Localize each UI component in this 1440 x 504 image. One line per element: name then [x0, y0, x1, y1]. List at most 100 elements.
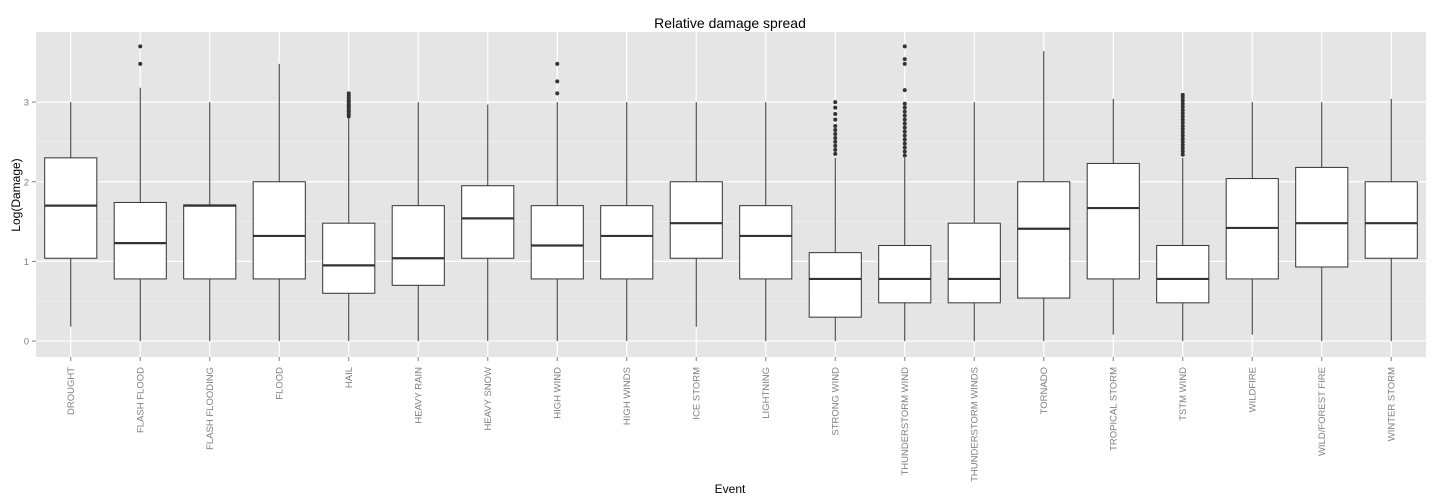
- outlier-point: [1180, 127, 1185, 132]
- outlier-point: [138, 44, 143, 49]
- box-group: [1086, 98, 1140, 335]
- box-group: [1295, 102, 1349, 342]
- x-tick-label: WILDFIRE: [1247, 367, 1258, 412]
- box: [44, 157, 98, 259]
- outlier-point: [833, 135, 838, 140]
- x-axis-title: Event: [715, 482, 746, 496]
- outlier-point: [346, 91, 351, 96]
- x-tick-label: WILD/FOREST FIRE: [1317, 367, 1328, 456]
- box: [461, 185, 515, 259]
- outlier-point: [1180, 143, 1185, 148]
- box-group: [530, 61, 584, 342]
- outlier-point: [833, 147, 838, 152]
- outlier-point: [833, 131, 838, 136]
- outlier-point: [902, 61, 907, 66]
- outlier-point: [555, 61, 560, 66]
- outlier-point: [1180, 114, 1185, 119]
- outlier-point: [902, 44, 907, 49]
- outlier-point: [1180, 139, 1185, 144]
- outlier-point: [833, 117, 838, 122]
- outlier-point: [902, 113, 907, 118]
- outlier-point: [555, 91, 560, 96]
- box: [530, 205, 584, 280]
- box: [183, 204, 237, 280]
- x-tick-label: DROUGHT: [66, 367, 77, 415]
- outlier-point: [833, 100, 838, 105]
- outlier-point: [1180, 152, 1185, 157]
- box: [669, 181, 723, 259]
- box: [113, 201, 167, 280]
- x-tick-label: FLOOD: [274, 367, 285, 400]
- outlier-point: [1180, 117, 1185, 122]
- box-group: [878, 44, 932, 342]
- outlier-point: [902, 133, 907, 138]
- box: [1156, 244, 1210, 304]
- outlier-point: [902, 117, 907, 122]
- outlier-point: [902, 57, 907, 62]
- box-group: [808, 100, 862, 342]
- box-group: [391, 102, 445, 342]
- panel-background: [36, 32, 1426, 357]
- x-tick-label: HIGH WINDS: [622, 367, 633, 425]
- outlier-point: [1180, 130, 1185, 135]
- box-group: [1364, 98, 1418, 342]
- outlier-point: [833, 143, 838, 148]
- outlier-point: [902, 105, 907, 110]
- box: [322, 222, 376, 294]
- box-group: [1156, 92, 1210, 342]
- y-axis-title: Log(Damage): [9, 158, 23, 231]
- axis-ticks: 0 1 2 3 DROUGHT FLASH FLOOD FLASH FLOODING FLOO…: [24, 98, 1398, 482]
- box-group: [669, 102, 723, 327]
- x-tick-label: HEAVY SNOW: [483, 367, 494, 431]
- box: [391, 205, 445, 286]
- box-group: [947, 102, 1001, 342]
- box-group: [183, 102, 237, 342]
- box-group: [322, 91, 376, 342]
- outlier-point: [902, 129, 907, 134]
- x-tick-label: LIGHTNING: [761, 367, 772, 419]
- outlier-point: [1180, 111, 1185, 116]
- box: [808, 252, 862, 318]
- y-tick-label: 1: [24, 257, 29, 268]
- y-tick-label: 3: [24, 98, 29, 109]
- box: [739, 205, 793, 280]
- outlier-point: [902, 141, 907, 146]
- box: [1295, 166, 1349, 268]
- box-group: [44, 102, 98, 327]
- box-group: [600, 102, 654, 342]
- outlier-point: [1180, 123, 1185, 128]
- outlier-point: [1180, 108, 1185, 113]
- x-tick-label: TSTM WIND: [1178, 367, 1189, 421]
- box: [600, 205, 654, 280]
- outlier-point: [833, 127, 838, 132]
- outlier-point: [833, 112, 838, 117]
- outlier-point: [902, 149, 907, 154]
- outlier-point: [1180, 133, 1185, 138]
- outlier-point: [902, 145, 907, 150]
- x-tick-label: THUNDERSTORM WINDS: [969, 367, 980, 482]
- outlier-point: [1180, 92, 1185, 97]
- box: [252, 181, 306, 280]
- x-tick-label: ICE STORM: [691, 367, 702, 420]
- outlier-point: [902, 137, 907, 142]
- outlier-point: [902, 109, 907, 114]
- box-group: [113, 44, 167, 342]
- box-series: [44, 44, 1418, 342]
- x-tick-label: HIGH WIND: [552, 367, 563, 419]
- x-tick-label: WINTER STORM: [1386, 367, 1397, 441]
- outlier-point: [138, 61, 143, 66]
- x-tick-label: TROPICAL STORM: [1108, 367, 1119, 451]
- box-group: [461, 104, 515, 342]
- outlier-point: [833, 123, 838, 128]
- outlier-point: [833, 139, 838, 144]
- outlier-point: [833, 151, 838, 156]
- x-tick-label: FLASH FLOOD: [135, 367, 146, 433]
- outlier-point: [902, 121, 907, 126]
- x-tick-label: TORNADO: [1039, 367, 1050, 414]
- x-tick-label: THUNDERSTORM WIND: [900, 367, 911, 476]
- x-tick-label: FLASH FLOODING: [205, 367, 216, 450]
- box: [1017, 181, 1071, 299]
- outlier-point: [902, 125, 907, 130]
- box: [1086, 162, 1140, 280]
- outlier-point: [1180, 146, 1185, 151]
